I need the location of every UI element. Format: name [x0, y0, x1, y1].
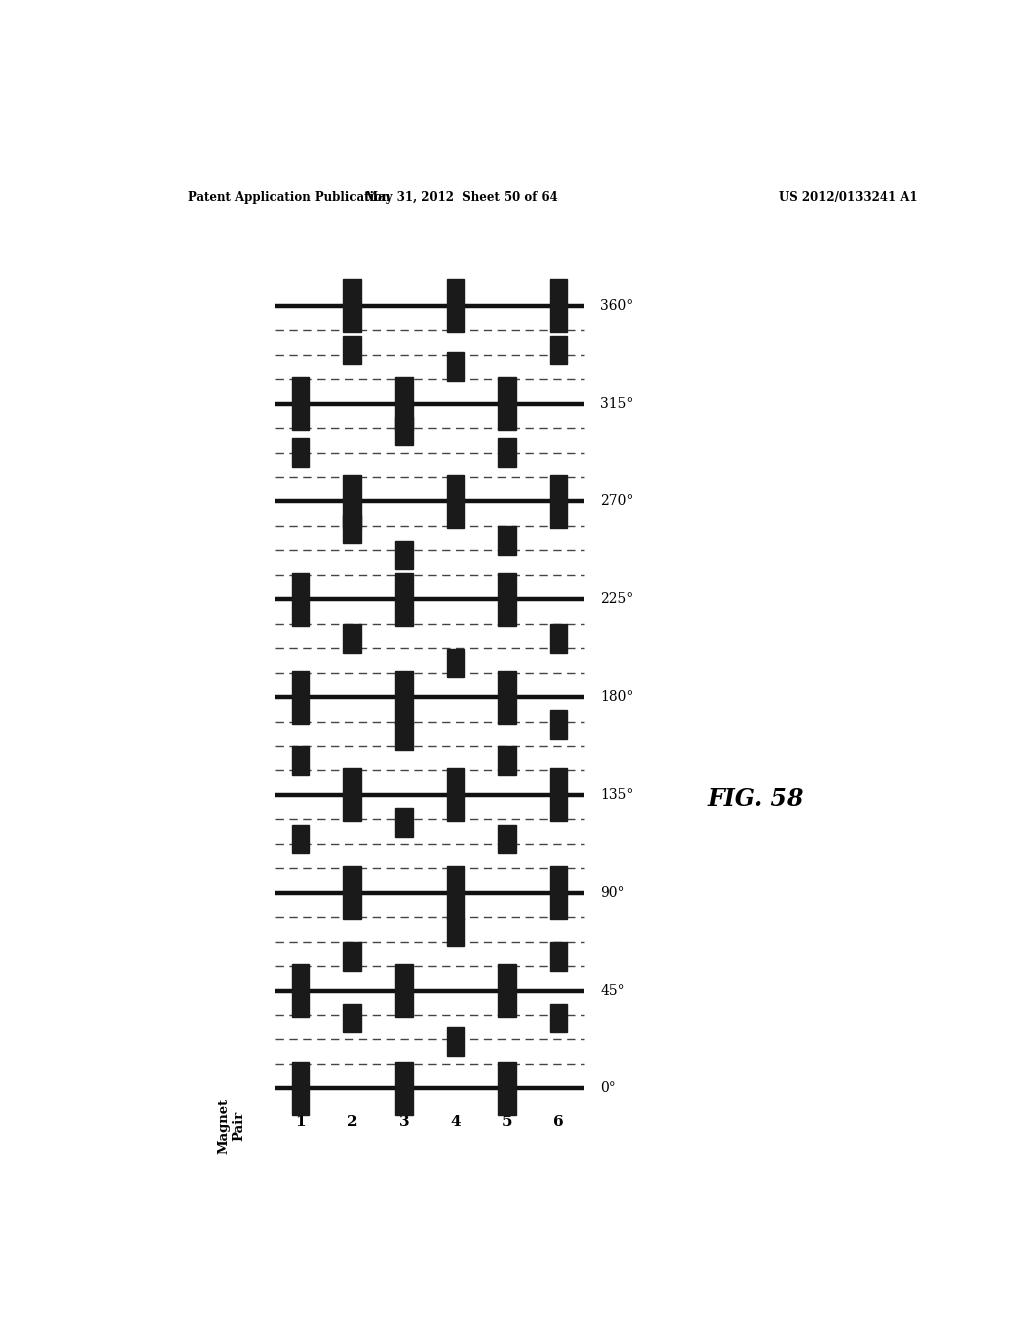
- Bar: [550, 710, 567, 739]
- Text: 360°: 360°: [600, 298, 634, 313]
- Bar: [550, 768, 567, 821]
- Bar: [292, 573, 309, 626]
- Bar: [343, 1003, 360, 1032]
- Bar: [499, 671, 516, 723]
- Bar: [343, 942, 360, 970]
- Text: 180°: 180°: [600, 690, 634, 704]
- Bar: [446, 475, 464, 528]
- Text: 90°: 90°: [600, 886, 625, 900]
- Bar: [292, 746, 309, 775]
- Bar: [446, 917, 464, 946]
- Bar: [446, 648, 464, 677]
- Bar: [395, 541, 413, 569]
- Bar: [343, 475, 360, 528]
- Bar: [499, 378, 516, 430]
- Bar: [446, 1027, 464, 1056]
- Bar: [395, 722, 413, 751]
- Text: 4: 4: [450, 1115, 461, 1129]
- Bar: [395, 964, 413, 1016]
- Text: 0°: 0°: [600, 1081, 616, 1096]
- Bar: [499, 825, 516, 853]
- Bar: [343, 515, 360, 543]
- Bar: [550, 1003, 567, 1032]
- Bar: [343, 624, 360, 652]
- Bar: [550, 280, 567, 333]
- Bar: [446, 866, 464, 919]
- Bar: [550, 866, 567, 919]
- Bar: [292, 378, 309, 430]
- Bar: [550, 475, 567, 528]
- Text: 5: 5: [502, 1115, 512, 1129]
- Bar: [499, 527, 516, 554]
- Bar: [499, 1063, 516, 1115]
- Bar: [292, 438, 309, 467]
- Bar: [292, 964, 309, 1016]
- Bar: [343, 768, 360, 821]
- Text: 3: 3: [398, 1115, 410, 1129]
- Bar: [499, 573, 516, 626]
- Bar: [550, 942, 567, 970]
- Text: 225°: 225°: [600, 593, 634, 606]
- Bar: [395, 671, 413, 723]
- Text: 270°: 270°: [600, 495, 634, 508]
- Bar: [550, 624, 567, 652]
- Bar: [499, 746, 516, 775]
- Bar: [343, 335, 360, 364]
- Bar: [499, 964, 516, 1016]
- Text: 45°: 45°: [600, 983, 625, 998]
- Bar: [292, 671, 309, 723]
- Bar: [446, 352, 464, 380]
- Bar: [446, 768, 464, 821]
- Text: US 2012/0133241 A1: US 2012/0133241 A1: [778, 190, 918, 203]
- Bar: [550, 335, 567, 364]
- Bar: [343, 866, 360, 919]
- Text: Patent Application Publication: Patent Application Publication: [187, 190, 390, 203]
- Bar: [395, 808, 413, 837]
- Text: 1: 1: [295, 1115, 306, 1129]
- Text: 6: 6: [553, 1115, 564, 1129]
- Bar: [343, 280, 360, 333]
- Text: 315°: 315°: [600, 396, 634, 411]
- Text: 2: 2: [347, 1115, 357, 1129]
- Bar: [395, 1063, 413, 1115]
- Bar: [292, 1063, 309, 1115]
- Text: 135°: 135°: [600, 788, 634, 803]
- Text: Magnet
Pair: Magnet Pair: [217, 1098, 245, 1154]
- Bar: [446, 280, 464, 333]
- Bar: [292, 825, 309, 853]
- Bar: [395, 573, 413, 626]
- Bar: [395, 417, 413, 445]
- Bar: [395, 378, 413, 430]
- Bar: [499, 438, 516, 467]
- Text: May 31, 2012  Sheet 50 of 64: May 31, 2012 Sheet 50 of 64: [365, 190, 558, 203]
- Text: FIG. 58: FIG. 58: [708, 787, 804, 810]
